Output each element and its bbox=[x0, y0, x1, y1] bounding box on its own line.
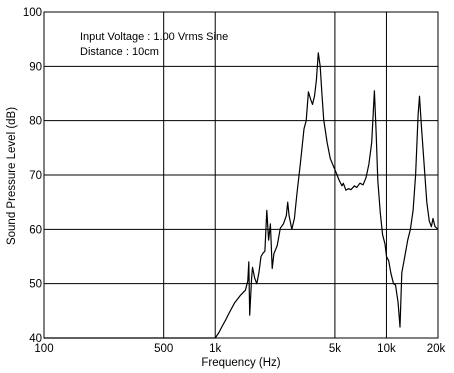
x-tick-label: 5k bbox=[329, 343, 341, 355]
y-tick-labels: 40 50 60 70 80 90 100 bbox=[23, 7, 42, 345]
y-tick-label: 60 bbox=[29, 224, 42, 236]
y-axis-label: Sound Pressure Level (dB) bbox=[6, 107, 18, 245]
y-tick-label: 70 bbox=[29, 170, 42, 182]
x-tick-label: 1k bbox=[209, 343, 221, 355]
spl-response-line-0 bbox=[44, 52, 439, 339]
y-tick-label: 50 bbox=[29, 279, 42, 291]
x-axis-label: Frequency (Hz) bbox=[201, 357, 280, 369]
plot-frame bbox=[43, 11, 439, 339]
y-tick-label: 40 bbox=[29, 333, 42, 345]
x-tick-labels: 100 500 1k 5k 10k 20k bbox=[34, 343, 445, 355]
y-tick-label: 80 bbox=[29, 116, 42, 128]
x-tick-label: 20k bbox=[427, 343, 446, 355]
annotation-distance: Distance : 10cm bbox=[80, 46, 159, 58]
x-tick-label: 500 bbox=[154, 343, 173, 355]
y-tick-label: 100 bbox=[23, 7, 42, 19]
annotation-input-voltage: Input Voltage : 1.00 Vrms Sine bbox=[80, 31, 228, 43]
x-tick-label: 10k bbox=[377, 343, 396, 355]
grid bbox=[43, 11, 439, 339]
x-tick-label: 100 bbox=[34, 343, 53, 355]
y-tick-label: 90 bbox=[29, 61, 42, 73]
series-group bbox=[44, 52, 439, 339]
